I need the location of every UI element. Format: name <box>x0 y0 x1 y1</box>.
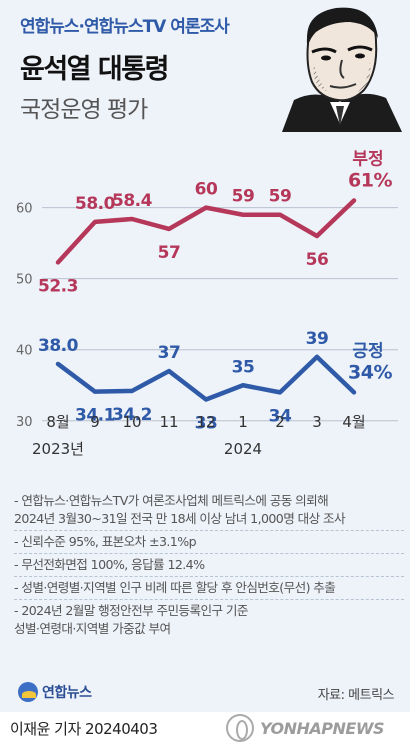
data-label: 37 <box>158 343 181 363</box>
data-label: 34 <box>269 406 292 426</box>
data-label: 35 <box>232 357 255 377</box>
watermark-icon <box>226 714 254 742</box>
survey-note-line: - 신뢰수준 95%, 표본오차 ±3.1%p <box>14 534 197 549</box>
data-label: 33 <box>195 413 218 433</box>
yonhap-logo: 연합뉴스 <box>18 682 92 702</box>
survey-note: - 연합뉴스·연합뉴스TV가 여론조사업체 메트릭스에 공동 의뢰해 2024년 … <box>14 490 404 530</box>
survey-note: - 무선전화면접 100%, 응답률 12.4% <box>14 553 404 576</box>
data-label: 56 <box>306 250 329 270</box>
x-tick-label: 11 <box>159 413 178 431</box>
data-label: 38.0 <box>38 336 79 356</box>
byline: 이재윤 기자 20240403 <box>10 720 158 738</box>
survey-note-line: - 연합뉴스·연합뉴스TV가 여론조사업체 메트릭스에 공동 의뢰해 <box>14 493 329 508</box>
series-name-label: 긍정 <box>352 341 383 361</box>
y-tick-label: 40 <box>16 344 33 359</box>
series-name-label: 부정 <box>352 150 383 170</box>
page-title-secondary: 국정운영 평가 <box>20 97 148 123</box>
data-source: 자료: 메트릭스 <box>317 688 395 703</box>
survey-note-line: - 무선전화면접 100%, 응답률 12.4% <box>14 557 205 572</box>
survey-notes: - 연합뉴스·연합뉴스TV가 여론조사업체 메트릭스에 공동 의뢰해 2024년 … <box>14 490 404 640</box>
data-label: 59 <box>232 187 255 207</box>
x-tick-label: 10 <box>122 413 141 431</box>
x-tick-label: 1 <box>238 413 248 431</box>
data-label: 57 <box>158 243 181 263</box>
survey-note-line: 2024년 3월30~31일 전국 만 18세 이상 남녀 1,000명 대상 … <box>14 511 346 526</box>
series-line <box>55 354 357 402</box>
survey-subtitle: 연합뉴스·연합뉴스TV 여론조사 <box>20 17 230 37</box>
yonhap-logo-icon <box>18 682 38 702</box>
data-label: 58.0 <box>75 194 116 214</box>
data-label: 34% <box>348 361 392 383</box>
survey-note: - 신뢰수준 95%, 표본오차 ±3.1%p <box>14 530 404 553</box>
watermark-text: YONHAPNEWS <box>260 718 385 738</box>
survey-note: - 성별·연령별·지역별 인구 비례 따른 할당 후 안심번호(무선) 추출 <box>14 576 404 599</box>
x-year-label: 2024 <box>224 440 262 458</box>
footer: 연합뉴스 자료: 메트릭스 <box>0 670 410 712</box>
x-year-label: 2023년 <box>32 440 84 458</box>
x-tick-label: 3 <box>312 413 322 431</box>
x-tick-label: 4월 <box>342 413 365 431</box>
data-label: 60 <box>195 180 218 200</box>
x-tick-label: 2 <box>275 413 285 431</box>
approval-line-chart: 30 40 50 60 52.3 58.058.4 57 60 59 59 56 61%부정 38.0… <box>16 150 398 458</box>
yonhap-logo-text: 연합뉴스 <box>42 685 92 701</box>
survey-note-line: - 성별·연령별·지역별 인구 비례 따른 할당 후 안심번호(무선) 추출 <box>14 580 336 595</box>
page-title: 윤석열 대통령 <box>20 54 169 85</box>
data-label: 39 <box>306 329 329 349</box>
y-tick-label: 50 <box>16 273 33 288</box>
infographic-card: 연합뉴스·연합뉴스TV 여론조사 윤석열 대통령 국정운영 평가 30 40 50 6… <box>0 0 410 712</box>
x-tick-label: 8월 <box>46 413 69 431</box>
y-tick-label: 30 <box>16 415 33 430</box>
data-label: 52.3 <box>38 276 78 296</box>
survey-note-line: 성별·연령대·지역별 가중값 부여 <box>14 621 171 636</box>
x-tick-label: 12 <box>196 413 215 431</box>
data-label: 61% <box>348 170 392 192</box>
y-tick-label: 60 <box>16 202 33 217</box>
data-label: 34.2 <box>112 405 152 425</box>
data-label: 59 <box>269 187 292 207</box>
yonhap-watermark: YONHAPNEWS <box>226 712 406 744</box>
portrait-illustration <box>282 7 402 132</box>
x-tick-label: 9 <box>90 413 100 431</box>
data-label: 58.4 <box>112 191 153 211</box>
survey-note-line: - 2024년 2월말 행정안전부 주민등록인구 기준 <box>14 603 248 618</box>
data-label: 34.1 <box>75 406 115 426</box>
